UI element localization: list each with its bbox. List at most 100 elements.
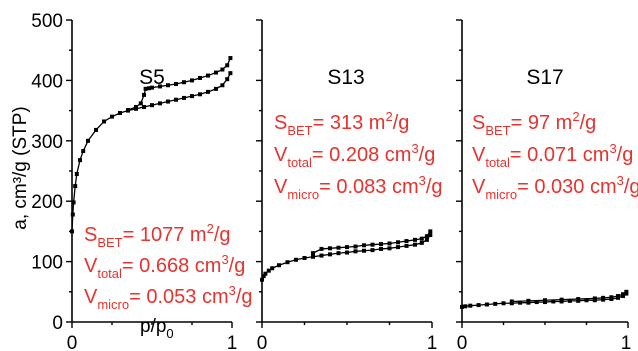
data-point	[166, 83, 170, 88]
data-point	[404, 243, 409, 248]
data-point	[71, 200, 76, 205]
annotation-sbet: SBET= 313 m2/g	[274, 109, 409, 138]
data-point	[182, 95, 186, 100]
data-point	[428, 229, 433, 234]
series-line	[312, 231, 431, 254]
x-tick-label-0: 0	[67, 333, 78, 351]
data-point	[142, 92, 146, 97]
data-point	[551, 299, 556, 304]
data-point	[428, 233, 433, 238]
data-point	[70, 229, 74, 234]
data-point	[142, 104, 146, 109]
data-point	[379, 242, 383, 247]
data-point	[592, 296, 597, 301]
data-point	[387, 241, 392, 246]
data-point	[86, 138, 90, 143]
data-point	[73, 184, 78, 189]
annotations-s13: SBET= 313 m2/g Vtotal= 0.208 cm3/g Vmicr…	[274, 109, 443, 202]
data-point	[220, 67, 225, 72]
annotation-vtotal: Vtotal= 0.071 cm3/g	[472, 141, 633, 170]
axis-ticks	[456, 19, 629, 328]
y-tick-label: 300	[31, 132, 63, 153]
data-point	[484, 302, 489, 307]
data-point	[345, 245, 349, 250]
data-point	[567, 298, 572, 303]
data-point	[345, 250, 349, 255]
panel-s13: S13 0 1	[256, 19, 437, 351]
data-point	[576, 297, 581, 302]
data-point	[616, 294, 621, 299]
y-tick-label: 0	[52, 313, 63, 334]
annotation-sbet: SBET= 1077 m2/g	[84, 221, 231, 250]
data-point	[214, 70, 218, 75]
data-point	[518, 300, 523, 305]
data-point	[543, 298, 547, 303]
data-point	[336, 251, 341, 256]
data-point	[143, 86, 148, 91]
data-point	[270, 266, 275, 271]
data-point	[584, 298, 589, 303]
series-line	[71, 72, 231, 232]
data-point	[228, 56, 233, 61]
data-point	[190, 94, 194, 99]
data-point	[110, 114, 114, 119]
data-point	[190, 78, 194, 83]
data-point	[260, 277, 264, 282]
data-point	[387, 246, 392, 251]
data-point	[150, 85, 154, 90]
annotation-sbet: SBET= 97 m2/g	[472, 109, 596, 138]
data-point	[166, 99, 170, 104]
data-point	[559, 297, 564, 302]
panel-title: S13	[327, 66, 364, 89]
data-point	[94, 127, 98, 132]
data-point	[362, 248, 366, 253]
x-axis-title: p/p0	[140, 316, 174, 341]
data-series	[260, 229, 433, 282]
annotation-vmicro: Vmicro= 0.030 cm3/g	[472, 173, 638, 202]
data-point	[404, 239, 409, 244]
data-point	[220, 83, 225, 88]
data-series	[460, 289, 629, 309]
data-point	[463, 304, 468, 309]
data-point	[261, 274, 266, 279]
data-point	[74, 172, 79, 177]
data-point	[134, 104, 138, 109]
y-tick-label: 100	[31, 253, 63, 274]
data-point	[228, 71, 233, 76]
data-point	[413, 242, 417, 247]
annotation-vmicro: Vmicro= 0.083 cm3/g	[274, 173, 443, 202]
data-point	[419, 236, 424, 241]
data-point	[601, 295, 606, 300]
data-point	[621, 292, 626, 297]
data-point	[150, 103, 154, 108]
data-point	[336, 245, 341, 250]
data-point	[419, 240, 424, 245]
data-point	[206, 89, 210, 94]
data-point	[102, 119, 106, 124]
data-point	[81, 149, 86, 154]
annotation-vmicro: Vmicro= 0.053 cm3/g	[84, 283, 253, 312]
data-point	[198, 92, 202, 97]
data-point	[362, 243, 366, 248]
data-point	[476, 303, 481, 308]
data-point	[225, 77, 230, 82]
data-point	[468, 303, 473, 308]
x-tick-label-1: 1	[621, 333, 632, 351]
annotation-vtotal: Vtotal= 0.668 cm3/g	[84, 252, 245, 281]
x-tick-label-0: 0	[457, 333, 468, 351]
data-point	[526, 298, 531, 303]
data-point	[370, 242, 375, 247]
data-point	[118, 111, 122, 116]
data-point	[206, 73, 210, 78]
data-point	[225, 63, 230, 68]
annotations-s5: SBET= 1077 m2/g Vtotal= 0.668 cm3/g Vmic…	[84, 221, 253, 312]
data-point	[460, 304, 464, 309]
data-point	[534, 300, 539, 305]
data-point	[174, 82, 178, 87]
data-point	[214, 86, 218, 91]
y-tick-labels: 0 100 200 300 400 500	[31, 11, 63, 334]
data-point	[396, 245, 400, 250]
y-tick-label: 500	[31, 11, 63, 32]
annotations-s17: SBET= 97 m2/g Vtotal= 0.071 cm3/g Vmicro…	[472, 109, 638, 202]
